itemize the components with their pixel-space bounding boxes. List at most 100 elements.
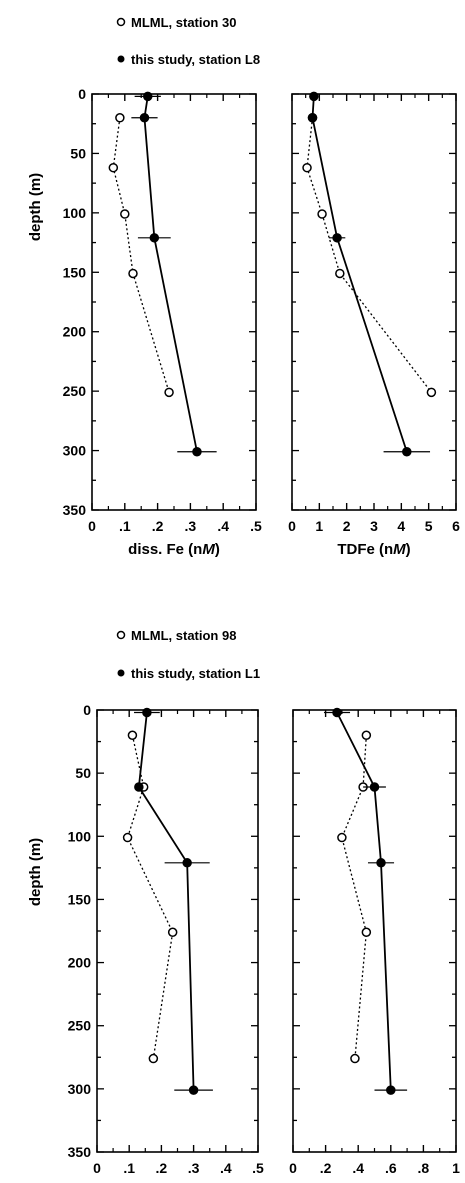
y-axis-label-bottom: depth (m) — [27, 838, 44, 906]
series-line-study — [143, 96, 198, 452]
plot-frame — [96, 709, 259, 1153]
data-point-study — [332, 707, 342, 718]
data-point-study — [143, 91, 153, 102]
legend-label-study: this study, station L8 — [131, 52, 260, 67]
x-axis-label: TDFe (nM) — [337, 541, 410, 558]
y-tick-label: 150 — [68, 891, 92, 907]
panel-top-right-tdfe: 0 1 2 3 4 5 6 TDFe (nM) — [288, 91, 460, 558]
y-tick-label: 100 — [63, 205, 87, 221]
x-tick-label: .2 — [156, 1160, 168, 1176]
series-line-mlml — [126, 735, 174, 1059]
data-point-study — [182, 858, 192, 868]
data-point-mlml — [115, 113, 125, 123]
data-point-mlml — [426, 387, 437, 398]
x-tick-label: 2 — [343, 518, 351, 534]
x-tick-label: 0 — [88, 518, 96, 534]
legend-filled-marker — [117, 55, 125, 63]
data-point-mlml — [361, 730, 372, 741]
data-point-mlml — [164, 387, 174, 398]
data-point-study — [139, 113, 150, 123]
y-tick-label: 250 — [68, 1018, 92, 1034]
data-point-study — [332, 233, 342, 243]
data-point-mlml — [148, 1053, 159, 1064]
series-line-study — [311, 96, 408, 453]
x-tick-label: .5 — [252, 1160, 264, 1176]
plot-frame — [292, 709, 457, 1153]
series-line-mlml — [306, 117, 432, 393]
x-tick-label: 0 — [93, 1160, 101, 1176]
data-point-mlml — [120, 209, 130, 219]
data-point-mlml — [335, 268, 345, 279]
x-tick-label: 3 — [370, 518, 378, 534]
legend-open-marker — [116, 630, 126, 640]
data-point-study — [376, 858, 386, 868]
x-tick-label: 5 — [425, 518, 433, 534]
data-point-study — [142, 707, 152, 718]
plot-frame — [91, 93, 257, 511]
x-tick-label: .4 — [352, 1160, 364, 1176]
data-point-mlml — [167, 927, 178, 938]
plot-frame — [291, 93, 457, 511]
data-point-mlml — [108, 162, 119, 173]
data-point-mlml — [337, 832, 347, 843]
y-tick-label: 250 — [63, 383, 87, 399]
data-point-mlml — [122, 832, 133, 843]
y-tick-label: 50 — [75, 765, 91, 781]
x-tick-label: 6 — [452, 518, 460, 534]
y-tick-label: 350 — [68, 1144, 92, 1160]
data-point-study — [134, 782, 144, 792]
y-tick-label: 150 — [63, 264, 87, 280]
data-point-study — [188, 1085, 199, 1095]
data-point-study — [402, 447, 412, 457]
legend-label-mlml: MLML, station 30 — [131, 15, 236, 30]
legend-label-study: this study, station L1 — [131, 666, 260, 681]
x-tick-label: 0 — [288, 518, 296, 534]
series-line-study — [137, 712, 195, 1091]
x-tick-label: .4 — [220, 1160, 232, 1176]
data-point-study — [149, 233, 160, 243]
data-point-study — [386, 1085, 396, 1095]
x-tick-label: .8 — [418, 1160, 430, 1176]
y-tick-label: 0 — [83, 702, 91, 718]
panel-bottom-right-tdfe: 0.2.4.6.81TDFe (nM) — [289, 707, 460, 1176]
legend-top: MLML, station 30 this study, station L8 — [116, 15, 260, 67]
data-point-mlml — [317, 209, 327, 219]
data-point-mlml — [127, 730, 138, 741]
x-tick-label: 0 — [289, 1160, 297, 1176]
y-axis-label-top: depth (m) — [27, 173, 44, 241]
data-point-study — [307, 113, 318, 123]
x-tick-label: .1 — [119, 518, 131, 534]
x-tick-label: .5 — [250, 518, 262, 534]
y-tick-label: 200 — [68, 955, 92, 971]
legend-bottom: MLML, station 98 this study, station L1 — [116, 628, 260, 681]
data-point-study — [309, 91, 319, 102]
data-point-mlml — [350, 1053, 360, 1064]
x-axis-label: diss. Fe (nM) — [128, 541, 220, 558]
data-point-mlml — [302, 162, 312, 173]
x-tick-label: .1 — [123, 1160, 135, 1176]
y-tick-label: 350 — [63, 502, 87, 518]
legend-label-mlml: MLML, station 98 — [131, 628, 236, 643]
y-tick-label: 0 — [78, 86, 86, 102]
series-line-mlml — [112, 117, 170, 393]
legend-filled-marker — [117, 669, 125, 677]
x-tick-label: .2 — [152, 518, 164, 534]
y-tick-label: 100 — [68, 828, 92, 844]
x-tick-label: .4 — [217, 518, 229, 534]
y-tick-label: 300 — [63, 443, 87, 459]
data-point-study — [192, 447, 202, 457]
x-tick-label: .2 — [320, 1160, 332, 1176]
x-tick-label: .3 — [188, 1160, 200, 1176]
data-point-mlml — [128, 268, 138, 279]
x-tick-label: 1 — [452, 1160, 460, 1176]
panel-top-left-diss-fe: 0 .1 .2 .3 .4 .5 0 50 100 150 200 250 300 350 diss. Fe… — [63, 86, 262, 558]
x-tick-label: 4 — [397, 518, 405, 534]
data-point-study — [369, 782, 380, 792]
data-point-mlml — [361, 927, 372, 938]
legend-open-marker — [116, 17, 126, 27]
y-tick-label: 50 — [70, 145, 86, 161]
x-tick-label: .6 — [385, 1160, 397, 1176]
y-tick-label: 300 — [68, 1081, 92, 1097]
